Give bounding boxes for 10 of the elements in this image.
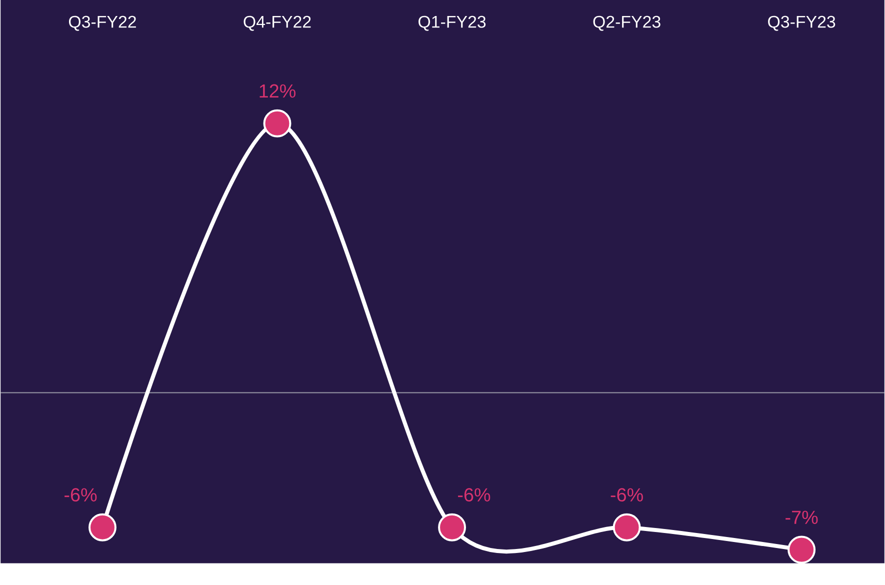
data-label: 12% bbox=[260, 84, 296, 98]
x-tick-label: Q4-FY22 bbox=[244, 16, 311, 31]
data-label: -6% bbox=[64, 488, 97, 502]
data-label: -7% bbox=[786, 510, 818, 524]
data-label: -6% bbox=[610, 488, 643, 502]
x-tick-label: Q3-FY23 bbox=[768, 16, 836, 31]
x-tick-label: Q1-FY23 bbox=[418, 16, 486, 31]
x-tick-label: Q3-FY22 bbox=[68, 16, 136, 31]
x-tick-label: Q2-FY23 bbox=[593, 16, 660, 31]
data-label: -6% bbox=[458, 488, 490, 502]
